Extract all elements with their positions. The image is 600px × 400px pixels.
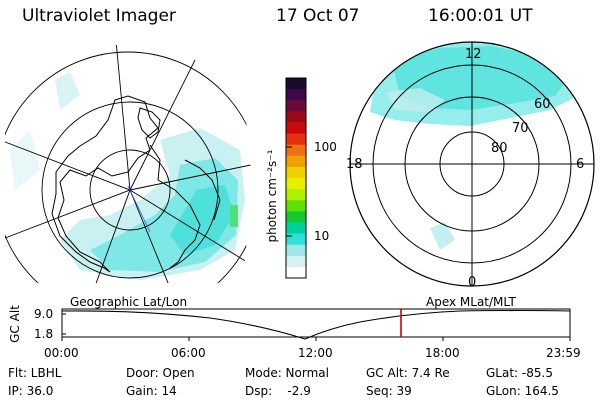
info-gc-alt: GC Alt: 7.4 Re xyxy=(366,366,450,380)
strip-y-axis-label: GC Alt xyxy=(8,305,22,343)
colorbar-cell xyxy=(286,200,306,212)
colorbar-cell xyxy=(286,122,306,135)
colorbar-cell xyxy=(286,178,306,190)
instrument-title: Ultraviolet Imager xyxy=(22,6,176,26)
colorbar-cell xyxy=(286,100,306,112)
mlat-label-70: 70 xyxy=(512,121,529,136)
strip-x-tick-0: 00:00 xyxy=(44,346,79,360)
info-dsp: Dsp: -2.9 xyxy=(245,384,311,398)
colorbar-tick-100: 100 xyxy=(314,140,337,154)
colorbar-cell xyxy=(286,144,306,157)
colorbar-cell xyxy=(286,211,306,223)
strip-x-tick-2: 12:00 xyxy=(298,346,333,360)
colorbar-cell xyxy=(286,166,306,179)
polar-mlat-mlt-plot xyxy=(349,41,595,287)
mlt-label-6: 6 xyxy=(576,157,585,172)
colorbar-cell xyxy=(286,255,306,268)
observation-date: 17 Oct 07 xyxy=(276,6,360,26)
info-filter: Flt: LBHL xyxy=(8,366,62,380)
info-gain: Gain: 14 xyxy=(126,384,177,398)
colorbar-cell xyxy=(286,233,306,246)
strip-x-tick-4: 23:59 xyxy=(546,346,581,360)
geographic-map xyxy=(5,45,252,283)
colorbar-tick-10: 10 xyxy=(314,229,330,243)
colorbar-cell xyxy=(286,133,306,146)
strip-right-title: Apex MLat/MLT xyxy=(426,295,516,309)
info-ip: IP: 36.0 xyxy=(8,384,54,398)
info-mode: Mode: Normal xyxy=(245,366,329,380)
colorbar-cell xyxy=(286,89,306,101)
colorbar-cell xyxy=(286,189,306,201)
colorbar xyxy=(285,77,307,279)
info-door: Door: Open xyxy=(126,366,195,380)
colorbar-cell xyxy=(286,111,306,123)
strip-x-tick-3: 18:00 xyxy=(425,346,460,360)
strip-y-tick-top: 9.0 xyxy=(34,307,54,321)
info-glat: GLat: -85.5 xyxy=(486,366,553,380)
colorbar-cell xyxy=(286,78,306,90)
colorbar-cell xyxy=(286,155,306,168)
gc-altitude-strip xyxy=(61,308,571,341)
strip-left-title: Geographic Lat/Lon xyxy=(70,295,188,309)
mlt-label-18: 18 xyxy=(346,157,363,172)
strip-y-tick-bottom: 1.8 xyxy=(34,327,54,341)
colorbar-cell xyxy=(286,244,306,257)
info-seq: Seq: 39 xyxy=(366,384,412,398)
observation-time: 16:00:01 UT xyxy=(428,6,533,26)
mlat-label-60: 60 xyxy=(534,97,551,112)
strip-x-tick-1: 06:00 xyxy=(171,346,206,360)
mlt-label-0: 0 xyxy=(468,275,477,290)
mlat-label-80: 80 xyxy=(491,141,508,156)
mlt-label-12: 12 xyxy=(465,47,482,62)
colorbar-cell xyxy=(286,266,306,279)
colorbar-unit-label: photon cm⁻²s⁻¹ xyxy=(265,149,279,243)
colorbar-cell xyxy=(286,222,306,235)
info-glon: GLon: 164.5 xyxy=(486,384,559,398)
